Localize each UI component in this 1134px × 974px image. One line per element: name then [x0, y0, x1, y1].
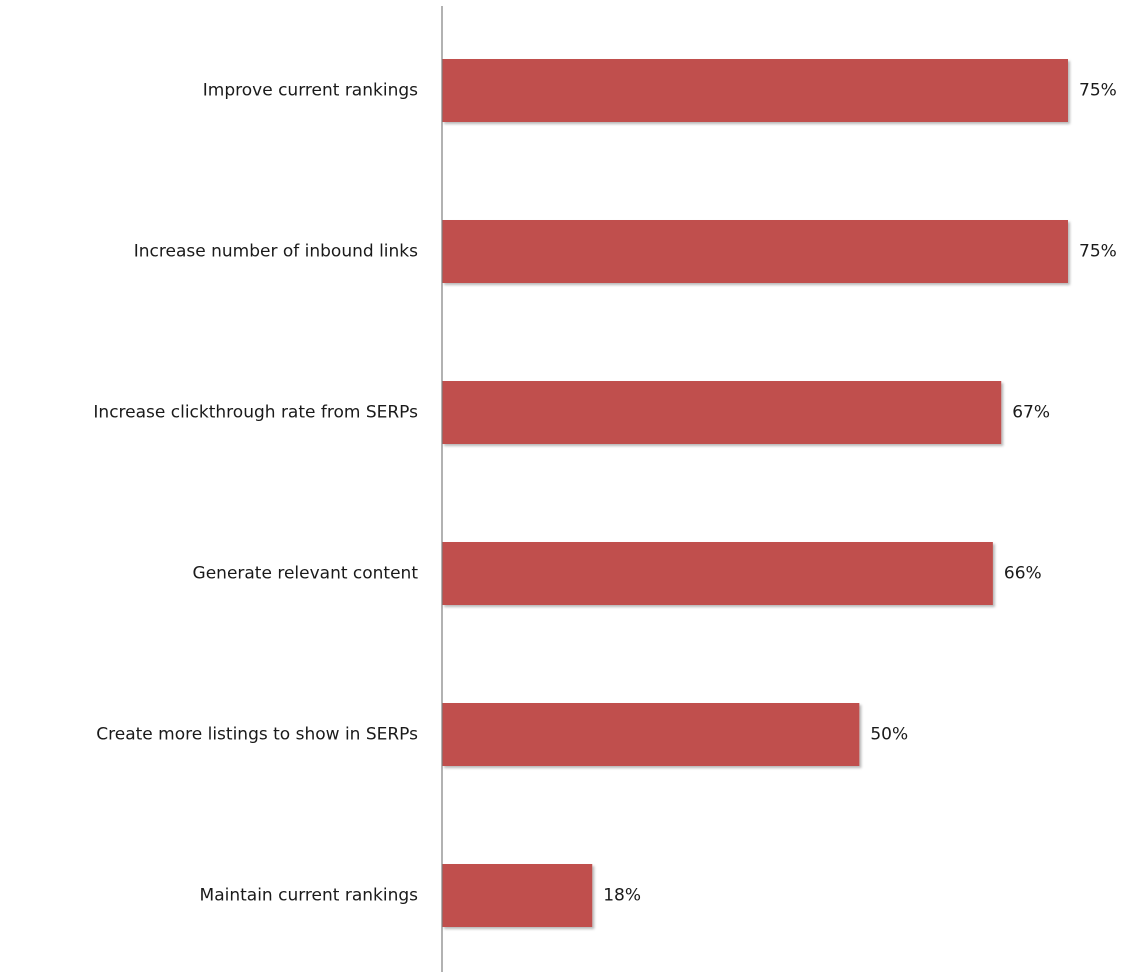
bar-3 — [442, 542, 993, 605]
data-label: 50% — [870, 725, 908, 745]
category-label: Maintain current rankings — [200, 886, 419, 906]
category-label: Improve current rankings — [203, 81, 418, 101]
bars-layer — [442, 59, 1068, 927]
data-label: 67% — [1012, 403, 1050, 423]
bar-4 — [442, 703, 860, 766]
data-label: 75% — [1079, 242, 1117, 262]
labels-layer: Improve current rankings 75% Increase numb… — [93, 81, 1116, 906]
bar-0 — [442, 59, 1068, 122]
data-label: 66% — [1004, 564, 1042, 584]
bar-2 — [442, 381, 1002, 444]
bar-5 — [442, 864, 593, 927]
category-label: Increase clickthrough rate from SERPs — [93, 403, 418, 423]
data-label: 18% — [603, 886, 641, 906]
category-label: Create more listings to show in SERPs — [96, 725, 418, 745]
category-label: Increase number of inbound links — [134, 242, 418, 262]
data-label: 75% — [1079, 81, 1117, 101]
bar-1 — [442, 220, 1068, 283]
category-label: Generate relevant content — [193, 564, 419, 584]
